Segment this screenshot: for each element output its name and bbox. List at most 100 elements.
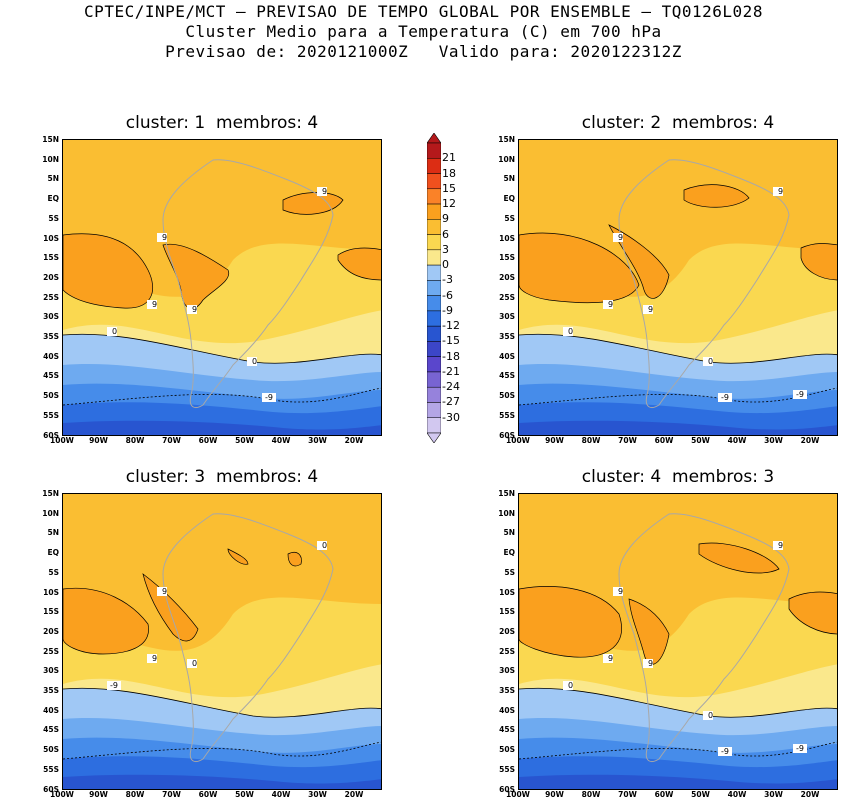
colorbar-level-label: -24: [442, 380, 460, 394]
warm-core-region: [519, 586, 622, 658]
colorbar-segment: [427, 249, 441, 266]
lat-tick-label: 40S: [499, 351, 515, 361]
warm-core-region: [282, 192, 344, 215]
lon-tick-label: 30W: [308, 436, 327, 445]
lat-tick-label: 40S: [43, 351, 59, 361]
panel-4-title: cluster: 4 membros: 3: [581, 467, 775, 487]
lon-tick-label: 40W: [727, 436, 747, 445]
lat-tick-label: 15S: [499, 253, 515, 263]
lon-tick-label: 80W: [581, 436, 601, 445]
svg-text:-9: -9: [265, 393, 273, 402]
svg-text:9: 9: [648, 305, 653, 314]
warm-core-region: [519, 232, 640, 304]
lat-tick-label: 5S: [48, 567, 59, 577]
lon-tick-label: 80W: [125, 436, 145, 445]
lon-tick-label: 90W: [545, 790, 564, 799]
contour-label: 9: [613, 233, 623, 242]
lat-tick-label: 15N: [498, 489, 515, 498]
lat-tick-label: 15N: [42, 489, 59, 498]
map-panel-cluster-1: 9 9 9 9 0 0 -9: [62, 139, 382, 436]
lon-tick-label: 20W: [800, 790, 820, 799]
lat-tick-label: EQ: [47, 548, 60, 558]
svg-text:9: 9: [152, 300, 157, 309]
contour-label: 9: [643, 659, 653, 668]
lon-tick-label: 80W: [125, 790, 145, 799]
lon-tick-label: 100W: [506, 436, 530, 445]
lat-tick-label: 5S: [504, 567, 515, 577]
lon-tick-label: 90W: [545, 436, 564, 445]
temperature-band: [519, 774, 837, 789]
lon-tick-label: 70W: [162, 790, 181, 799]
colorbar-segment: [427, 264, 441, 281]
svg-text:-9: -9: [796, 390, 804, 399]
lon-tick-label: 90W: [89, 436, 108, 445]
svg-text:9: 9: [608, 300, 613, 309]
contour-label: 9: [613, 587, 623, 596]
subtitle: Cluster Medio para a Temperatura (C) em …: [185, 22, 662, 41]
colorbar-level-label: -21: [442, 364, 460, 378]
lat-tick-label: 5S: [504, 213, 515, 223]
warm-core-region: [628, 598, 670, 665]
contour-minus-9: [63, 387, 381, 406]
colorbar-segment: [427, 402, 441, 418]
panel-1-title: cluster: 1 membros: 4: [125, 113, 319, 133]
contour-label: -9: [793, 390, 807, 399]
lat-tick-label: 10S: [43, 587, 59, 597]
lat-tick-label: EQ: [47, 194, 60, 204]
svg-text:9: 9: [648, 659, 653, 668]
colorbar-level-label: 21: [442, 151, 456, 165]
colorbar-level-label: -18: [442, 349, 460, 363]
colorbar-segment: [427, 188, 441, 205]
colorbar-level-label: 12: [442, 197, 456, 211]
colorbar-segment: [427, 295, 441, 312]
lat-tick-label: 25S: [43, 646, 59, 656]
lat-tick-label: 45S: [43, 725, 59, 735]
colorbar-level-label: 18: [442, 166, 456, 180]
continent-outline: [618, 159, 790, 408]
svg-text:9: 9: [778, 187, 783, 196]
svg-text:9: 9: [162, 587, 167, 596]
svg-text:0: 0: [322, 541, 327, 550]
lat-tick-label: 35S: [43, 686, 59, 695]
lat-tick-label: 55S: [499, 410, 515, 420]
svg-text:0: 0: [708, 711, 713, 720]
lat-tick-label: 5N: [503, 174, 516, 184]
lon-tick-label: 50W: [691, 436, 710, 445]
lat-tick-label: 20S: [43, 626, 59, 636]
lat-tick-label: 35S: [499, 686, 515, 695]
lon-tick-label: 90W: [89, 790, 108, 799]
map-panel-cluster-2: 9 9 9 9 0 0 -9 -9: [518, 139, 838, 436]
contour-label: 0: [563, 327, 573, 336]
contour-label: 9: [157, 587, 167, 596]
colorbar-segment: [427, 234, 441, 251]
lat-tick-label: 50S: [499, 745, 515, 755]
lat-tick-label: 45S: [43, 371, 59, 381]
svg-text:0: 0: [568, 681, 573, 690]
colorbar-segment: [427, 173, 441, 190]
lon-tick-label: 100W: [506, 790, 530, 799]
colorbar: [427, 133, 441, 443]
contour-minus-9: [519, 741, 837, 760]
lat-tick-label: 15S: [499, 607, 515, 617]
lat-tick-label: EQ: [503, 548, 516, 558]
temperature-band: [519, 420, 837, 435]
temperature-band: [63, 774, 381, 789]
lon-tick-label: 70W: [618, 790, 637, 799]
lat-tick-label: 60S: [499, 784, 515, 794]
lat-tick-label: 15N: [42, 135, 59, 144]
svg-text:9: 9: [162, 233, 167, 242]
warm-core-region: [142, 573, 199, 642]
lon-tick-label: 70W: [162, 436, 181, 445]
colorbar-level-label: 0: [442, 258, 449, 272]
lon-tick-label: 20W: [344, 790, 364, 799]
lat-tick-label: 35S: [499, 332, 515, 341]
svg-text:-9: -9: [796, 744, 804, 753]
contour-label: -9: [793, 744, 807, 753]
svg-text:0: 0: [568, 327, 573, 336]
colorbar-level-label: -12: [442, 319, 460, 333]
panel-2-title: cluster: 2 membros: 4: [581, 113, 775, 133]
lat-tick-label: 30S: [43, 312, 59, 322]
colorbar-segment: [427, 356, 441, 373]
contour-label: 9: [317, 187, 327, 196]
lat-tick-label: 5S: [48, 213, 59, 223]
